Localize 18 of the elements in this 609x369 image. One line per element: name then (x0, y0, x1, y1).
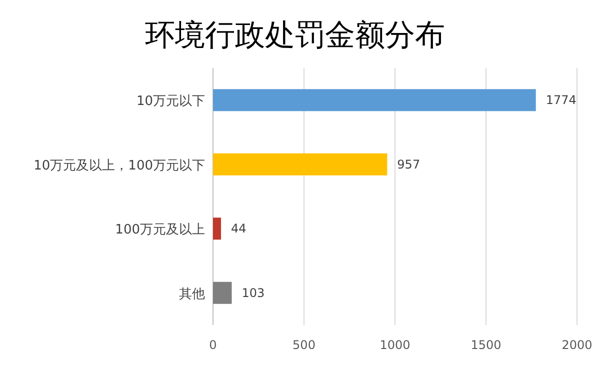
bar (213, 218, 222, 240)
x-tick-label: 500 (292, 338, 316, 352)
x-tick-label: 1000 (380, 338, 410, 352)
data-label: 44 (231, 222, 246, 236)
x-tick-label: 1500 (470, 338, 502, 352)
bar (213, 282, 232, 304)
y-tick-label: 10万元及以上，100万元以下 (34, 158, 205, 174)
data-label: 103 (242, 286, 265, 300)
x-tick-label: 0 (209, 338, 217, 352)
chart-title: 环境行政处罚金额分布 (145, 18, 445, 53)
bar (213, 153, 388, 176)
y-tick-label: 其他 (179, 286, 205, 302)
x-tick-label: 2000 (562, 338, 592, 352)
data-label: 1774 (546, 93, 576, 108)
data-label: 957 (397, 157, 420, 172)
y-tick-label: 100万元及以上 (115, 222, 205, 238)
y-tick-label: 10万元以下 (136, 94, 205, 110)
bar (213, 89, 536, 112)
